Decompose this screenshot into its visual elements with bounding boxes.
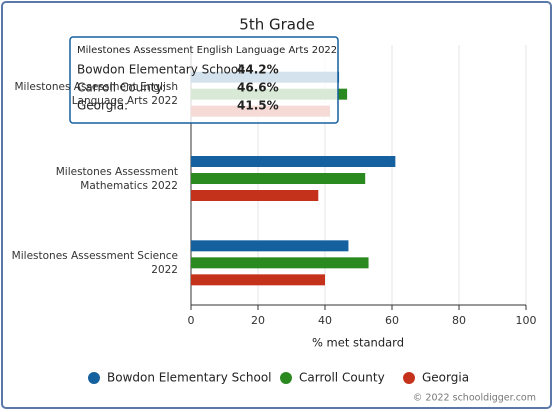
tooltip-value: 41.5% xyxy=(237,99,279,113)
legend-marker xyxy=(280,372,292,384)
tooltip-label: Carroll County: xyxy=(77,81,166,95)
bar xyxy=(191,257,369,269)
credit: © 2022 schooldigger.com xyxy=(413,393,536,404)
x-tick-label: 20 xyxy=(251,314,265,327)
y-tick-label: Milestones Assessment Mathematics 2022 xyxy=(55,165,178,192)
x-tick-label: 60 xyxy=(385,314,399,327)
y-tick-label: Milestones Assessment English Language A… xyxy=(14,81,178,108)
tooltip: Milestones Assessment English Language A… xyxy=(69,36,339,124)
legend-label: Bowdon Elementary School xyxy=(107,371,272,385)
x-tick-label: 100 xyxy=(516,314,537,327)
x-tick-label: 0 xyxy=(188,314,195,327)
legend-marker xyxy=(88,372,100,384)
tooltip-box xyxy=(69,36,339,124)
tooltip-value: 44.2% xyxy=(237,63,279,77)
x-tick-label: 40 xyxy=(318,314,332,327)
bar xyxy=(191,240,349,252)
tooltip-value: 46.6% xyxy=(237,81,279,95)
bar xyxy=(191,156,396,167)
bar xyxy=(191,173,366,184)
tooltip-label: Georgia: xyxy=(77,99,128,113)
chart-title: 5th Grade xyxy=(239,16,314,34)
y-tick-label: Milestones Assessment Science 2022 xyxy=(11,249,178,276)
bar xyxy=(191,274,325,286)
legend-marker xyxy=(403,372,415,384)
tooltip-label: Bowdon Elementary School: xyxy=(77,63,246,77)
bar xyxy=(191,190,319,201)
x-tick-label: 80 xyxy=(452,314,466,327)
tooltip-title: Milestones Assessment English Language A… xyxy=(77,45,337,56)
x-axis-label: % met standard xyxy=(312,336,404,350)
legend-label: Georgia xyxy=(422,371,469,385)
legend-label: Carroll County xyxy=(299,371,385,385)
